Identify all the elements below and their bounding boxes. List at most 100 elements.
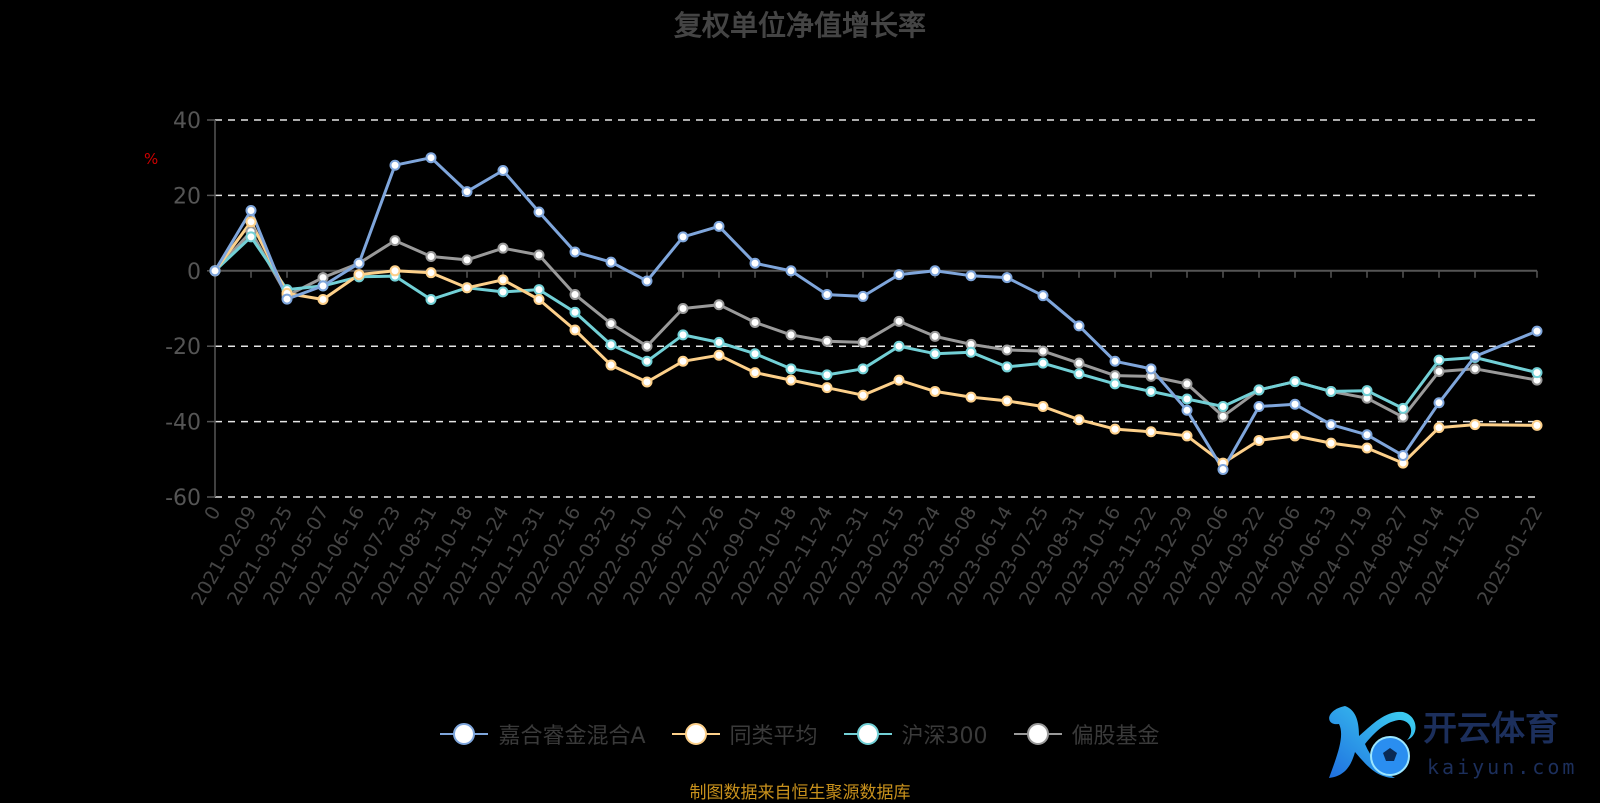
data-point-marker	[713, 336, 725, 348]
data-point-marker	[281, 293, 293, 305]
data-point-marker	[1109, 355, 1121, 367]
data-point-marker	[497, 242, 509, 254]
data-point-marker	[821, 369, 833, 381]
data-point-marker	[569, 324, 581, 336]
y-tick-label: 0	[187, 260, 201, 285]
data-point-marker	[1361, 429, 1373, 441]
data-point-marker	[1037, 401, 1049, 413]
data-point-marker	[1037, 290, 1049, 302]
data-point-marker	[569, 289, 581, 301]
data-point-marker	[1217, 463, 1229, 475]
data-point-marker	[245, 204, 257, 216]
data-point-marker	[677, 231, 689, 243]
data-point-marker	[1145, 426, 1157, 438]
data-point-marker	[677, 303, 689, 314]
data-point-marker	[713, 349, 725, 361]
data-point-marker	[461, 282, 473, 294]
legend-item-equity-funds[interactable]: 偏股基金	[1013, 718, 1160, 750]
legend-item-fund[interactable]: 嘉合睿金混合A	[440, 718, 646, 750]
data-point-marker	[929, 330, 941, 342]
data-point-marker	[569, 306, 581, 318]
data-point-marker	[1289, 398, 1301, 410]
legend-label: 同类平均	[729, 724, 818, 749]
data-point-marker	[641, 340, 653, 352]
data-point-marker	[785, 363, 797, 375]
data-point-marker	[749, 257, 761, 269]
data-point-marker	[1073, 320, 1085, 332]
data-point-marker	[1037, 345, 1049, 357]
legend-item-csi300[interactable]: 沪深300	[843, 718, 988, 750]
data-point-marker	[245, 216, 257, 228]
data-point-marker	[317, 293, 329, 305]
data-point-marker	[1433, 354, 1445, 366]
data-point-marker	[1325, 419, 1337, 431]
x-tick-label: 2025-01-22	[1473, 503, 1547, 610]
data-point-marker	[1073, 357, 1085, 369]
data-point-marker	[713, 220, 725, 232]
data-point-marker	[965, 346, 977, 358]
chart-title: 复权单位净值增长率	[673, 9, 926, 42]
data-point-marker	[929, 348, 941, 360]
data-point-marker	[209, 265, 221, 277]
data-point-marker	[893, 340, 905, 352]
data-point-marker	[425, 152, 437, 164]
data-point-marker	[1253, 384, 1265, 396]
data-point-marker	[1001, 395, 1013, 407]
data-point-marker	[1109, 378, 1121, 390]
data-point-marker	[1531, 419, 1543, 431]
data-point-marker	[785, 265, 797, 277]
data-point-marker	[533, 284, 545, 296]
data-point-marker	[1217, 410, 1229, 422]
data-point-marker	[461, 254, 473, 266]
legend-circle-icon	[1013, 722, 1062, 746]
svg-text:开云体育: 开云体育	[1423, 709, 1559, 749]
data-point-marker	[713, 299, 725, 311]
data-point-marker	[353, 269, 365, 281]
data-point-marker	[929, 265, 941, 277]
data-point-marker	[533, 249, 545, 261]
data-point-marker	[1469, 363, 1481, 375]
data-point-marker	[1073, 414, 1085, 426]
data-point-marker	[533, 206, 545, 218]
data-source-note: 制图数据来自恒生聚源数据库	[689, 783, 911, 803]
data-point-marker	[389, 265, 401, 277]
y-tick-label: -60	[165, 486, 201, 511]
data-point-marker	[1361, 385, 1373, 397]
data-point-marker	[785, 374, 797, 386]
data-point-marker	[1397, 450, 1409, 462]
data-point-marker	[1531, 325, 1543, 337]
data-point-marker	[1253, 401, 1265, 413]
y-tick-label: -20	[165, 335, 201, 360]
data-point-marker	[425, 293, 437, 305]
y-tick-label: 20	[173, 184, 201, 209]
data-point-marker	[1469, 419, 1481, 431]
data-point-marker	[1253, 434, 1265, 446]
legend-label: 沪深300	[901, 724, 988, 749]
data-point-marker	[1289, 430, 1301, 442]
data-point-marker	[749, 367, 761, 379]
data-point-marker	[929, 385, 941, 397]
data-point-marker	[1001, 344, 1013, 356]
legend-circle-icon	[843, 722, 892, 746]
data-point-marker	[1109, 423, 1121, 435]
data-point-marker	[965, 270, 977, 282]
data-point-marker	[893, 315, 905, 327]
data-point-marker	[245, 231, 257, 243]
data-point-marker	[821, 382, 833, 394]
data-point-marker	[497, 274, 509, 286]
kaiyun-logo: 开云体育 kaiyun.com	[1329, 706, 1574, 779]
data-point-marker	[1397, 402, 1409, 414]
data-point-marker	[533, 293, 545, 305]
data-point-marker	[389, 159, 401, 171]
data-point-marker	[749, 348, 761, 360]
data-point-marker	[893, 374, 905, 386]
data-point-marker	[857, 336, 869, 348]
data-point-marker	[605, 339, 617, 351]
data-point-marker	[425, 250, 437, 262]
data-point-marker	[1181, 430, 1193, 442]
data-point-marker	[857, 363, 869, 375]
legend-item-category-average[interactable]: 同类平均	[671, 718, 818, 750]
data-point-marker	[1325, 385, 1337, 397]
data-point-marker	[389, 235, 401, 247]
